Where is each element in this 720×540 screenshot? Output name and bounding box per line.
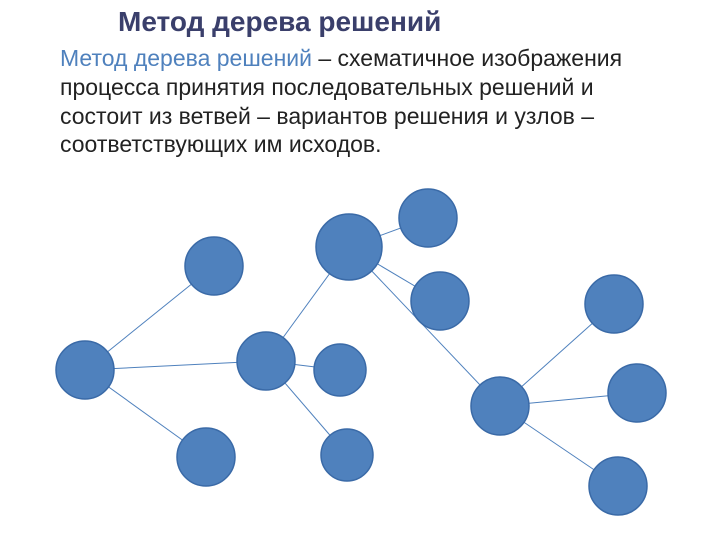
diagram-edge [349,247,440,301]
diagram-node [185,237,243,295]
slide-title: Метод дерева решений [118,6,441,38]
diagram-node [237,332,295,390]
diagram-node [314,344,366,396]
diagram-edge [349,247,500,406]
diagram-node [585,275,643,333]
diagram-node [411,272,469,330]
body-lead-term: Метод дерева решений [60,45,312,71]
diagram-edge [349,218,428,247]
diagram-edge [266,247,349,361]
diagram-edge [266,361,340,370]
diagram-edge [500,393,637,406]
diagram-node [399,189,457,247]
diagram-edge [500,304,614,406]
diagram-edge [85,266,214,370]
diagram-edge [85,361,266,370]
diagram-node [177,428,235,486]
diagram-edge [500,406,618,486]
diagram-node [589,457,647,515]
diagram-node [56,341,114,399]
diagram-nodes-group [56,189,666,515]
diagram-edges-group [85,218,637,486]
slide-body-text: Метод дерева решений – схематичное изобр… [60,44,630,159]
diagram-node [471,377,529,435]
slide: Метод дерева решений Метод дерева решени… [0,0,720,540]
diagram-node [321,429,373,481]
diagram-edge [85,370,206,457]
diagram-node [316,214,382,280]
diagram-edge [266,361,347,455]
diagram-node [608,364,666,422]
